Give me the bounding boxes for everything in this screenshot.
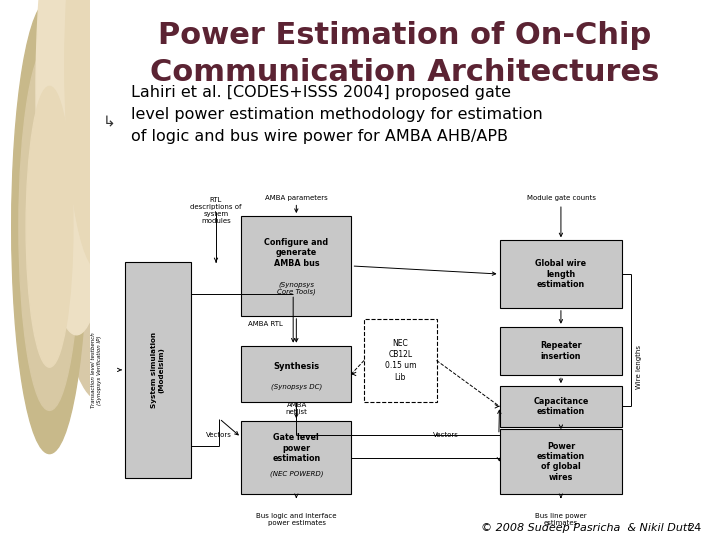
Text: Capacitance
estimation: Capacitance estimation: [534, 397, 589, 416]
Circle shape: [36, 0, 117, 335]
FancyBboxPatch shape: [500, 240, 622, 308]
Circle shape: [76, 0, 176, 324]
Text: (Synopsys
Core Tools): (Synopsys Core Tools): [277, 281, 315, 295]
Text: Transaction level testbench
(Synopsys Verification IP): Transaction level testbench (Synopsys Ve…: [91, 332, 102, 408]
Text: 24: 24: [687, 523, 701, 533]
FancyBboxPatch shape: [125, 262, 191, 478]
Text: Global wire
length
estimation: Global wire length estimation: [536, 259, 587, 289]
Text: NEC
CB12L
0.15 um
Lib: NEC CB12L 0.15 um Lib: [384, 339, 416, 382]
Text: Bus logic and interface
power estimates: Bus logic and interface power estimates: [256, 513, 337, 526]
Text: RTL
descriptions of
system
modules: RTL descriptions of system modules: [190, 197, 242, 224]
FancyBboxPatch shape: [500, 386, 622, 427]
Text: Repeater
insertion: Repeater insertion: [540, 341, 582, 361]
Text: © 2008 Sudeep Pasricha  & Nikil Dutt: © 2008 Sudeep Pasricha & Nikil Dutt: [481, 523, 691, 533]
Text: Power
estimation
of global
wires: Power estimation of global wires: [537, 442, 585, 482]
Circle shape: [19, 43, 80, 410]
Text: Vectors: Vectors: [433, 431, 459, 438]
Text: AMBA parameters: AMBA parameters: [265, 195, 328, 201]
Text: Lahiri et al. [CODES+ISSS 2004] proposed gate
level power estimation methodology: Lahiri et al. [CODES+ISSS 2004] proposed…: [131, 85, 543, 144]
Text: ↳: ↳: [102, 114, 115, 129]
Circle shape: [43, 0, 155, 400]
Text: Bus line power
estimates: Bus line power estimates: [536, 513, 587, 526]
Text: AMBA
netlist: AMBA netlist: [286, 402, 307, 415]
Text: Configure and
generate
AMBA bus: Configure and generate AMBA bus: [264, 238, 328, 268]
Text: Communication Architectures: Communication Architectures: [150, 58, 660, 87]
Text: (Synopsys DC): (Synopsys DC): [271, 383, 322, 390]
Circle shape: [12, 0, 87, 454]
Text: Synthesis: Synthesis: [274, 362, 320, 371]
FancyBboxPatch shape: [364, 319, 436, 402]
Text: (NEC POWERD): (NEC POWERD): [269, 470, 323, 477]
Text: Power Estimation of On-Chip: Power Estimation of On-Chip: [158, 21, 652, 50]
FancyBboxPatch shape: [241, 216, 351, 316]
Circle shape: [26, 86, 73, 367]
Circle shape: [65, 0, 133, 270]
Text: System simulation
(Modelsim): System simulation (Modelsim): [151, 332, 164, 408]
Text: Gate level
power
estimation: Gate level power estimation: [272, 433, 320, 463]
FancyBboxPatch shape: [500, 327, 622, 375]
Text: Module gate counts: Module gate counts: [527, 195, 595, 201]
FancyBboxPatch shape: [500, 429, 622, 494]
FancyBboxPatch shape: [241, 346, 351, 402]
Text: Vectors: Vectors: [206, 431, 232, 438]
Text: AMBA RTL: AMBA RTL: [248, 321, 282, 327]
FancyBboxPatch shape: [241, 421, 351, 494]
Text: Wire lengths: Wire lengths: [636, 345, 642, 389]
